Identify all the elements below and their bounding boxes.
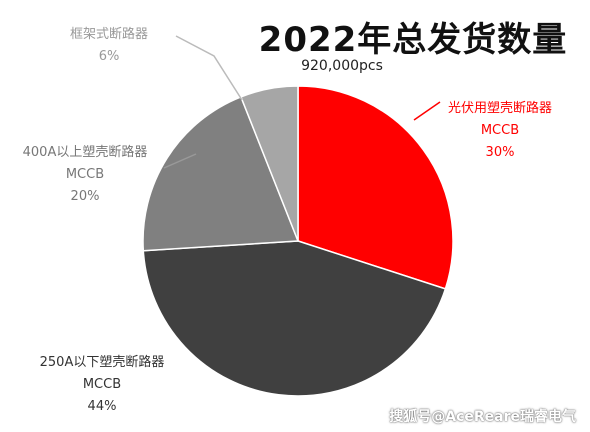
watermark: 搜狐号@AceReare瑞睿电气 bbox=[389, 409, 576, 425]
slice-label-400a-mccb: 400A以上塑壳断路器 MCCB 20% bbox=[22, 145, 148, 204]
slice-label-acb: 框架式断路器 6% bbox=[69, 27, 148, 64]
leader-line-400a-mccb bbox=[163, 153, 197, 169]
pie-slice-400a-mccb bbox=[142, 95, 300, 252]
chart-title: 2022年总发货数量 bbox=[258, 20, 568, 60]
pie-slice-acb bbox=[239, 85, 299, 242]
leader-line-acb bbox=[175, 35, 243, 101]
pie-slice-pv-mccb bbox=[297, 85, 454, 290]
leader-line-pv-mccb bbox=[413, 101, 441, 121]
chart-subtitle: 920,000pcs bbox=[301, 58, 383, 74]
slice-label-pv-mccb: 光伏用塑壳断路器 MCCB 30% bbox=[447, 101, 552, 160]
pie-slice-250a-mccb bbox=[142, 240, 447, 397]
slice-label-250a-mccb: 250A以下塑壳断路器 MCCB 44% bbox=[39, 355, 165, 414]
